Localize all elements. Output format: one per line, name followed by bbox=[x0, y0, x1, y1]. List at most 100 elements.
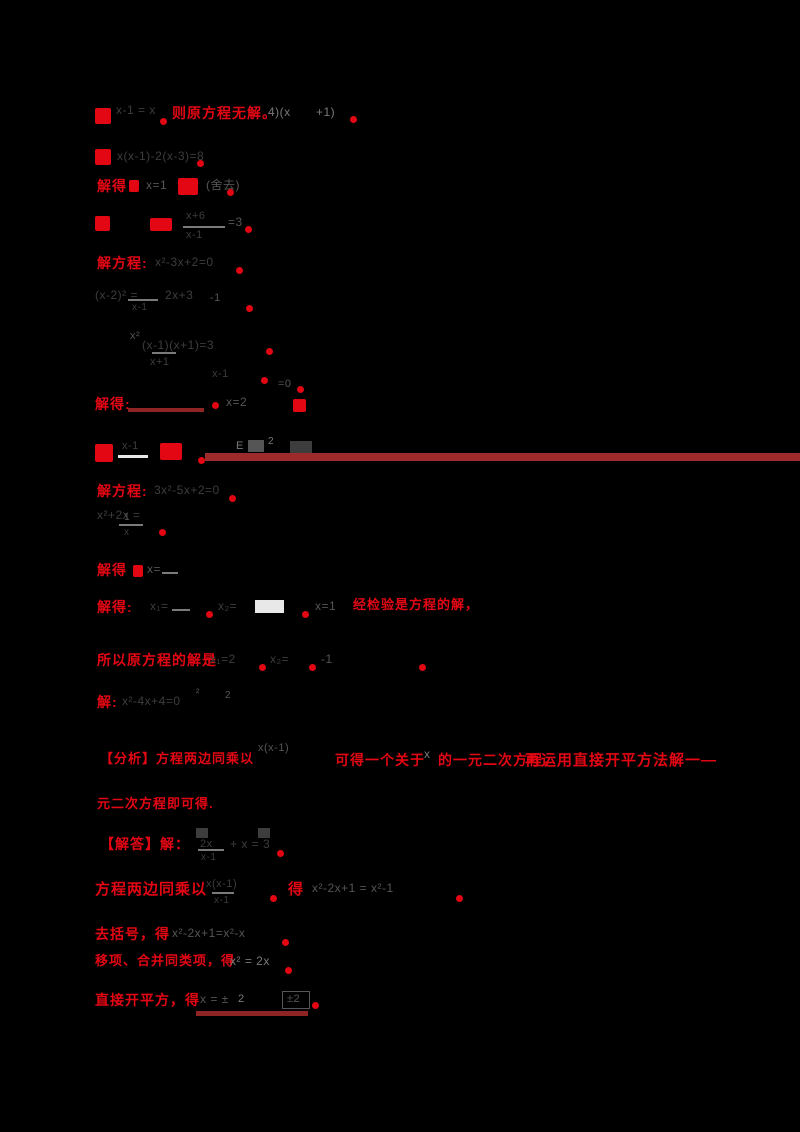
fraction-bar bbox=[118, 455, 148, 458]
red-ink-mark bbox=[160, 443, 182, 460]
red-annotation-text: 去括号，得 bbox=[95, 926, 170, 942]
formula-fragment: x=1 bbox=[146, 178, 168, 192]
red-punctuation-dot bbox=[160, 118, 167, 125]
formula-fragment: -1 bbox=[321, 652, 333, 666]
red-annotation-text: 得 bbox=[288, 881, 305, 898]
red-annotation-text: 解方程: bbox=[97, 255, 148, 271]
formula-fragment: 2 bbox=[225, 690, 232, 701]
red-punctuation-dot bbox=[236, 267, 243, 274]
formula-fragment: x+6 bbox=[186, 210, 206, 222]
red-annotation-text: 直接开平方，得 bbox=[95, 992, 200, 1008]
red-ink-mark bbox=[129, 180, 139, 192]
red-ink-mark bbox=[178, 178, 198, 195]
formula-fragment: x=2 bbox=[226, 395, 248, 409]
formula-fragment: x₁= bbox=[150, 599, 169, 613]
formula-fragment: x²+2x = bbox=[97, 508, 141, 522]
formula-fragment: ±2 bbox=[287, 993, 301, 1005]
formula-outline-box bbox=[282, 991, 310, 1009]
formula-fragment: 1 bbox=[124, 512, 131, 523]
fraction-bar bbox=[162, 572, 178, 574]
red-punctuation-dot bbox=[270, 895, 277, 902]
red-annotation-text: 所以原方程的解是 bbox=[97, 652, 217, 668]
red-punctuation-dot bbox=[259, 664, 266, 671]
formula-fragment: -1 bbox=[210, 292, 221, 304]
formula-fragment: x²-2x+1 = x²-1 bbox=[312, 881, 394, 895]
fraction-bar bbox=[212, 892, 234, 894]
red-punctuation-dot bbox=[198, 457, 205, 464]
formula-fragment: x₁=2 bbox=[210, 652, 236, 666]
formula-fragment: x²-4x+4=0 bbox=[122, 694, 181, 708]
formula-fragment: ² bbox=[196, 688, 200, 699]
formula-fragment: x(x-1)-2(x-3)=8 bbox=[117, 149, 205, 163]
formula-fragment: 2x bbox=[200, 838, 213, 850]
red-rule bbox=[128, 408, 204, 412]
red-ink-mark bbox=[133, 565, 143, 577]
fraction-bar bbox=[152, 352, 176, 354]
formula-fragment: +1) bbox=[316, 105, 336, 119]
red-punctuation-dot bbox=[229, 495, 236, 502]
formula-fragment: x-1 bbox=[132, 302, 148, 313]
formula-fragment: x² = 2x bbox=[230, 954, 270, 968]
red-punctuation-dot bbox=[285, 967, 292, 974]
fraction-bar bbox=[172, 609, 190, 611]
red-punctuation-dot bbox=[456, 895, 463, 902]
red-punctuation-dot bbox=[159, 529, 166, 536]
formula-remnant-box bbox=[255, 600, 284, 613]
red-rule bbox=[196, 1011, 308, 1016]
red-punctuation-dot bbox=[312, 1002, 319, 1009]
formula-fragment: 4)(x bbox=[268, 105, 291, 119]
red-punctuation-dot bbox=[302, 611, 309, 618]
formula-fragment: x-1 bbox=[122, 440, 139, 452]
red-punctuation-dot bbox=[309, 664, 316, 671]
formula-fragment: 2 bbox=[238, 993, 245, 1005]
red-ink-mark bbox=[95, 108, 111, 124]
formula-fragment: + x = 3 bbox=[230, 837, 271, 851]
red-punctuation-dot bbox=[246, 305, 253, 312]
red-annotation-text: 经检验是方程的解， bbox=[353, 597, 480, 612]
formula-fragment: x = ± bbox=[200, 992, 229, 1006]
formula-fragment: x₂= bbox=[218, 599, 238, 613]
red-annotation-text: 移项、合并同类项，得 bbox=[95, 953, 236, 968]
formula-fragment: x bbox=[424, 747, 431, 761]
formula-remnant-box bbox=[290, 441, 312, 453]
formula-fragment: x=1 bbox=[315, 599, 337, 613]
red-punctuation-dot bbox=[206, 611, 213, 618]
formula-fragment: x-1 bbox=[212, 368, 229, 380]
formula-fragment: (舍去) bbox=[206, 178, 240, 192]
formula-fragment: x+1 bbox=[150, 356, 170, 368]
formula-fragment: x(x-1) bbox=[206, 878, 238, 890]
red-annotation-text: 的一元二次方程， bbox=[438, 752, 558, 768]
red-annotation-text: 解得: bbox=[97, 599, 133, 615]
fraction-bar bbox=[183, 226, 225, 228]
red-punctuation-dot bbox=[282, 939, 289, 946]
red-annotation-text: 元二次方程即可得. bbox=[97, 796, 214, 811]
red-annotation-text: 可得一个关于 bbox=[335, 752, 425, 768]
red-annotation-text: 【解答】解： bbox=[100, 836, 190, 852]
formula-fragment: E bbox=[236, 440, 244, 452]
formula-fragment: x= bbox=[147, 562, 162, 576]
red-punctuation-dot bbox=[197, 160, 204, 167]
formula-fragment: x(x-1) bbox=[258, 742, 290, 754]
red-punctuation-dot bbox=[277, 850, 284, 857]
fraction-bar bbox=[128, 299, 158, 301]
formula-fragment: 3x²-5x+2=0 bbox=[154, 483, 220, 497]
red-annotation-text: 解得 bbox=[97, 562, 127, 578]
red-annotation-text: 解方程: bbox=[97, 483, 148, 499]
red-annotation-text: 方程两边同乘以 bbox=[95, 881, 208, 898]
formula-remnant-box bbox=[196, 828, 208, 838]
formula-fragment: x bbox=[124, 527, 130, 538]
red-punctuation-dot bbox=[245, 226, 252, 233]
red-ink-mark bbox=[150, 218, 172, 231]
red-ink-mark bbox=[95, 149, 111, 165]
red-annotation-text: 再运用直接开平方法解一— bbox=[525, 752, 718, 769]
red-ink-mark bbox=[95, 444, 113, 462]
formula-fragment: x-1 bbox=[186, 229, 203, 241]
formula-fragment: 2 bbox=[268, 436, 275, 447]
formula-remnant-box bbox=[258, 828, 270, 838]
fraction-bar bbox=[198, 849, 224, 851]
red-punctuation-dot bbox=[419, 664, 426, 671]
formula-fragment: x²-2x+1=x²-x bbox=[172, 926, 246, 940]
formula-fragment: =0 bbox=[278, 378, 292, 390]
red-ink-mark bbox=[95, 216, 110, 231]
